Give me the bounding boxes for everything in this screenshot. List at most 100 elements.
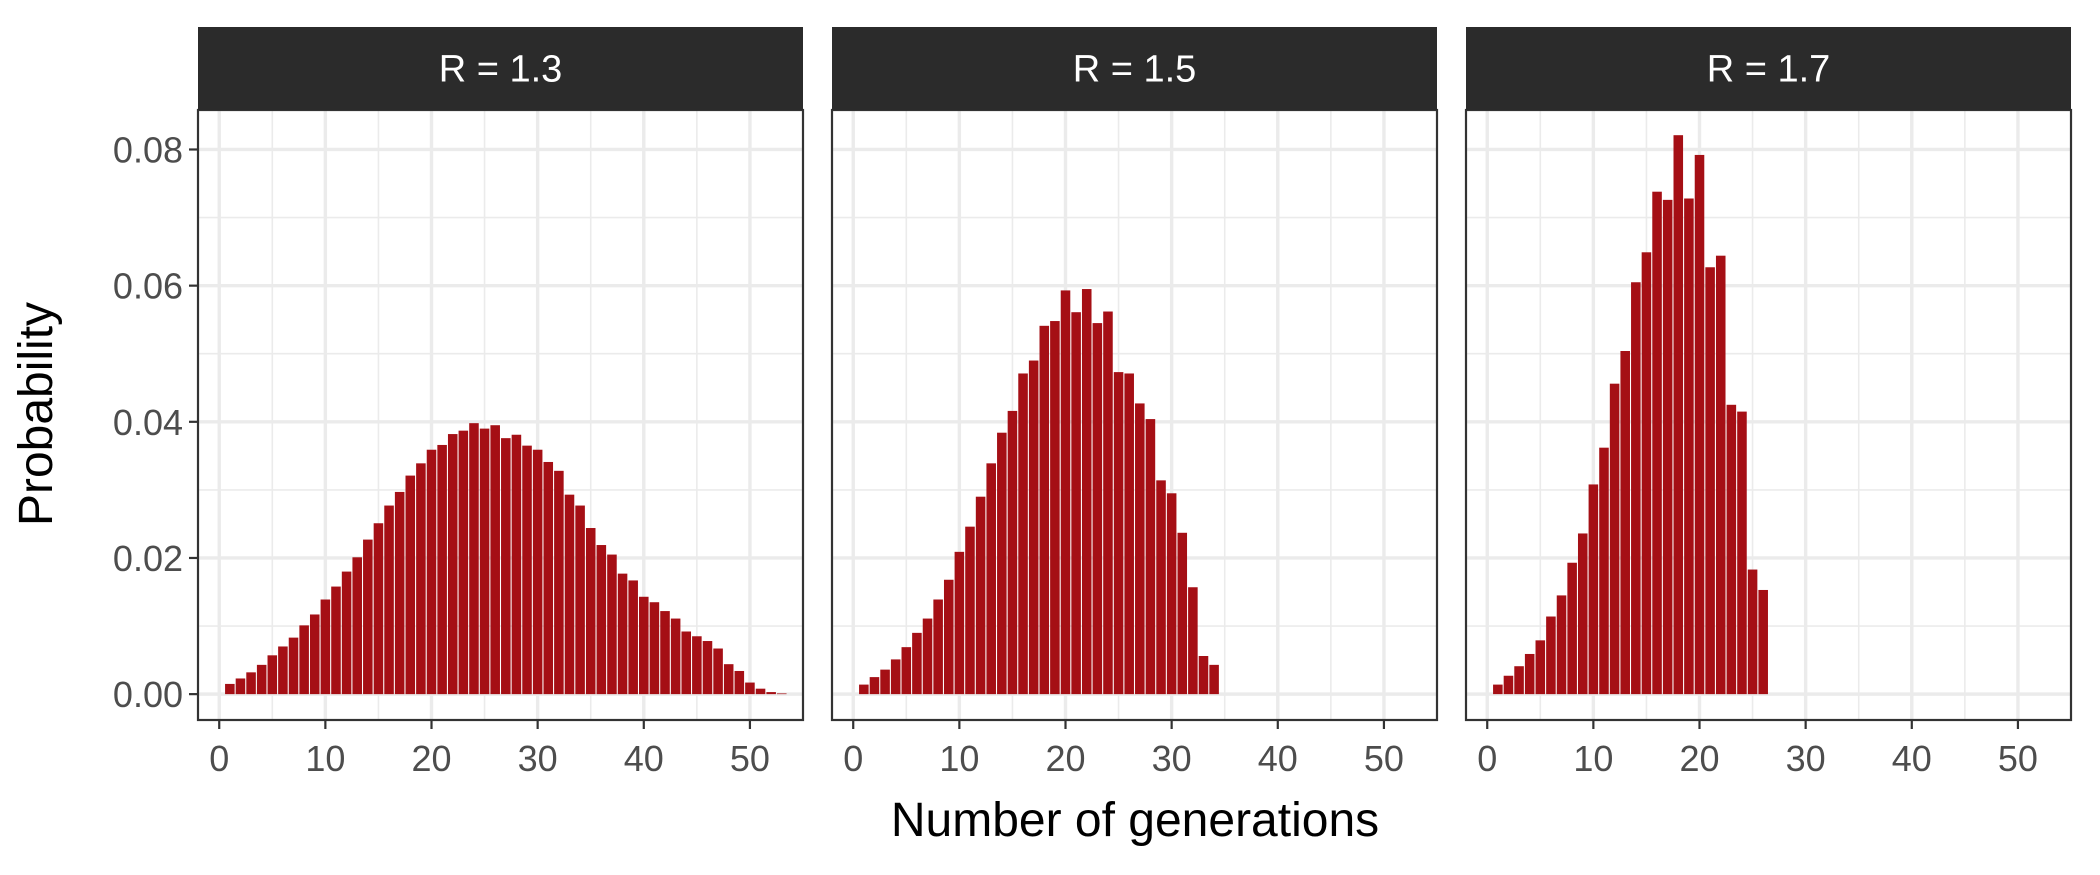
- bar: [1007, 410, 1018, 695]
- bar: [1694, 154, 1705, 695]
- x-tick-label: 40: [1892, 738, 1932, 779]
- bar: [416, 463, 426, 695]
- bar: [1050, 321, 1060, 695]
- bar: [1209, 664, 1219, 695]
- bar: [1081, 289, 1092, 695]
- bar: [1156, 480, 1166, 695]
- bar: [288, 637, 299, 695]
- bar: [660, 611, 670, 695]
- x-tick-label: 0: [209, 738, 229, 779]
- bar: [986, 463, 996, 695]
- y-tick-label: 0.02: [113, 538, 183, 579]
- bar: [1705, 267, 1715, 695]
- bar: [713, 648, 723, 695]
- facet-label: R = 1.5: [1073, 49, 1197, 91]
- bar: [922, 618, 933, 695]
- bar: [1758, 589, 1768, 695]
- bar: [755, 688, 766, 695]
- bar: [776, 693, 787, 695]
- panel-background: [198, 110, 803, 720]
- y-tick-label: 0.06: [113, 266, 183, 307]
- bar: [1039, 325, 1050, 695]
- bar: [859, 684, 869, 695]
- bar: [309, 614, 320, 695]
- bar: [585, 528, 596, 695]
- facet-strip: [832, 27, 1437, 110]
- x-axis-title: Number of generations: [891, 794, 1379, 847]
- bar: [1018, 373, 1028, 695]
- bar: [1662, 199, 1673, 695]
- panel: R = 1.3 0 10 20 30 40 50: [196, 27, 805, 779]
- facet-strip: [1466, 27, 2071, 110]
- bar: [235, 678, 246, 695]
- bar: [734, 670, 745, 695]
- y-tick-label: 0.00: [113, 674, 183, 715]
- bar: [458, 430, 469, 695]
- facet-label: R = 1.7: [1707, 49, 1831, 91]
- bar: [1503, 675, 1514, 695]
- bar: [469, 423, 479, 695]
- bar: [1514, 666, 1524, 695]
- bar: [1737, 411, 1747, 695]
- bar: [1652, 191, 1662, 695]
- bar: [681, 631, 692, 695]
- bar: [522, 445, 532, 695]
- bar: [554, 470, 564, 695]
- x-tick-label: 20: [411, 738, 451, 779]
- bar: [384, 505, 394, 695]
- bar: [1177, 532, 1188, 695]
- bar: [1103, 311, 1113, 695]
- x-tick-label: 0: [1477, 738, 1497, 779]
- bar: [607, 554, 617, 695]
- bar: [511, 434, 522, 695]
- bar: [1166, 493, 1177, 695]
- bar: [256, 664, 267, 695]
- facet-label: R = 1.3: [439, 49, 563, 91]
- x-tick-label: 20: [1045, 738, 1085, 779]
- bar: [880, 669, 890, 695]
- bar: [1135, 403, 1145, 695]
- bar: [1188, 587, 1198, 695]
- bar: [1599, 447, 1609, 695]
- x-tick-label: 50: [730, 738, 770, 779]
- bar: [901, 647, 912, 695]
- bar: [766, 692, 776, 695]
- bar: [649, 602, 660, 695]
- y-axis-title: Probability: [10, 302, 63, 526]
- x-tick-label: 20: [1679, 738, 1719, 779]
- x-tick-label: 40: [624, 738, 664, 779]
- bar: [426, 449, 437, 695]
- bar: [1631, 282, 1641, 695]
- x-tick-label: 10: [939, 738, 979, 779]
- bar: [869, 677, 880, 695]
- bar: [246, 672, 256, 695]
- bar: [299, 625, 309, 695]
- bar: [331, 586, 341, 695]
- bar: [933, 599, 943, 695]
- bar: [1609, 383, 1620, 695]
- bar: [532, 449, 543, 695]
- panels: R = 1.30 10 20 30 40 50R = 1.50 10 20 30 40 50R = …: [196, 27, 2073, 779]
- x-tick-label: 30: [518, 738, 558, 779]
- bar: [1198, 656, 1209, 695]
- bar: [363, 539, 373, 695]
- panel: R = 1.5 0 10 20 30 40 50: [830, 27, 1439, 779]
- bar: [564, 494, 575, 695]
- bar: [341, 571, 352, 695]
- bar: [997, 432, 1007, 695]
- bar: [405, 475, 416, 695]
- bar: [1145, 419, 1156, 695]
- bar: [1747, 569, 1758, 695]
- x-tick-label: 50: [1364, 738, 1404, 779]
- bar: [447, 434, 458, 695]
- bar: [394, 491, 405, 695]
- bar: [702, 641, 713, 695]
- y-axis: 0.00 0.02 0.04 0.06 0.08: [113, 129, 198, 715]
- bar: [1715, 255, 1726, 695]
- bar: [437, 444, 447, 695]
- bar: [575, 505, 585, 695]
- x-tick-label: 30: [1786, 738, 1826, 779]
- bar: [1641, 252, 1652, 695]
- bar: [670, 618, 681, 695]
